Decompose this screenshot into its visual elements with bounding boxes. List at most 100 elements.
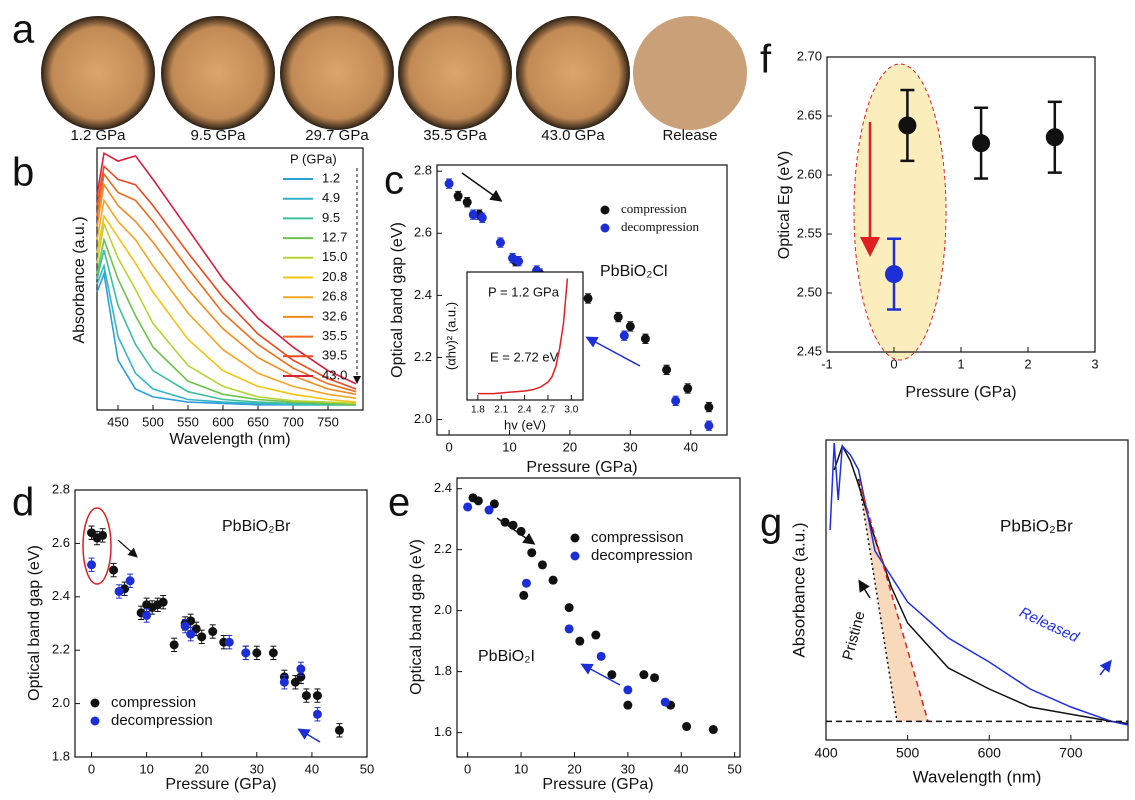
legend-label: compression (111, 694, 196, 711)
arrow (1099, 659, 1112, 676)
photo-label: Release (662, 127, 717, 144)
shaded-region (858, 479, 929, 722)
legend-swatch (90, 716, 100, 726)
arrow (117, 539, 138, 558)
photo (516, 16, 630, 130)
legend-swatch (570, 551, 580, 561)
legend-label: 43.0 (322, 367, 347, 382)
panel-letter: f (760, 38, 772, 82)
x-tick-label: 500 (896, 745, 920, 761)
legend-swatch (600, 223, 610, 233)
x-axis-label: Pressure (GPa) (542, 776, 653, 793)
data-point (885, 265, 903, 284)
x-tick-label: 600 (978, 745, 1002, 761)
data-line (857, 478, 929, 722)
data-point (296, 664, 306, 674)
series-label: Pristine (839, 609, 868, 662)
data-point (252, 648, 262, 658)
data-point (898, 116, 917, 135)
data-line (96, 214, 357, 403)
data-line (96, 236, 357, 406)
data-point (484, 505, 494, 515)
data-line (96, 198, 357, 399)
y-tick-label: 2.8 (52, 481, 70, 496)
annotation: PbBiO₂Br (222, 518, 291, 535)
legend-swatch (600, 205, 610, 215)
arrow (858, 579, 871, 599)
x-tick-label: 50 (360, 761, 374, 776)
arrow (585, 336, 641, 367)
data-point (109, 565, 119, 575)
data-line (96, 221, 357, 405)
x-tick-label: 10 (514, 761, 528, 776)
data-line (477, 278, 569, 395)
x-tick-label: 3 (1091, 356, 1098, 371)
x-tick-label: 20 (194, 761, 208, 776)
x-tick-label: 600 (212, 414, 234, 429)
data-line (857, 478, 898, 722)
y-tick-label: 2.4 (434, 480, 452, 495)
highlight (853, 63, 947, 361)
photo (633, 16, 747, 130)
y-tick-label: 2.2 (52, 642, 70, 657)
plot-frame (456, 477, 741, 758)
plot-frame (466, 271, 584, 401)
plot-frame (825, 439, 1129, 741)
legend-label: decompression (111, 712, 213, 729)
x-tick-label: 400 (814, 745, 838, 761)
photo-label: 1.2 GPa (70, 127, 126, 144)
y-axis-label: Optical band gap (eV) (26, 545, 43, 701)
data-point (312, 709, 322, 719)
data-line (96, 151, 357, 385)
annotation: PbBiO₂I (478, 648, 535, 665)
photo (41, 16, 155, 130)
x-tick-label: 3.0 (564, 405, 578, 416)
data-point (607, 670, 617, 680)
data-point (596, 651, 606, 661)
data-point (180, 621, 190, 631)
data-point (186, 629, 196, 639)
x-tick-label: 50 (727, 761, 741, 776)
photo-label: 9.5 GPa (190, 127, 246, 144)
x-tick-label: 0 (88, 761, 95, 776)
x-axis-label: Pressure (GPa) (905, 384, 1016, 401)
y-axis-label: Optical band gap (eV) (408, 539, 425, 695)
x-tick-label: 750 (317, 414, 339, 429)
y-tick-label: 2.70 (797, 48, 822, 63)
data-point (662, 365, 672, 375)
y-tick-label: 1.8 (434, 663, 452, 678)
data-line (96, 182, 357, 396)
y-axis-label: (αhν)² (a.u.) (443, 302, 458, 370)
photo (161, 16, 275, 130)
legend-label: decompression (591, 547, 693, 564)
data-point (169, 640, 179, 650)
photo-label: 43.0 GPa (541, 127, 605, 144)
data-point (683, 383, 693, 393)
legend-label: 9.5 (322, 210, 340, 225)
data-point (972, 134, 991, 153)
data-point (125, 576, 135, 586)
data-line (96, 164, 357, 390)
legend-label: 4.9 (322, 190, 340, 205)
data-point (548, 575, 558, 585)
data-point (268, 648, 278, 658)
data-point (87, 560, 97, 570)
panel-letter: e (388, 481, 410, 525)
y-tick-label: 2.4 (52, 588, 70, 603)
legend-title: P (GPa) (290, 151, 337, 166)
data-point (708, 725, 718, 735)
x-tick-label: 700 (1059, 745, 1083, 761)
y-tick-label: 2.45 (797, 343, 822, 358)
x-axis-label: Wavelength (nm) (913, 767, 1042, 786)
data-point (1045, 128, 1064, 147)
data-point (312, 691, 322, 701)
x-tick-label: 2.4 (518, 405, 532, 416)
photo-label: 29.7 GPa (305, 127, 369, 144)
data-point (444, 179, 454, 189)
series-label: Released (1017, 604, 1082, 646)
x-tick-label: 2.1 (494, 405, 508, 416)
y-tick-label: 2.6 (52, 535, 70, 550)
legend-label: 15.0 (322, 249, 347, 264)
plot-frame (436, 164, 728, 436)
